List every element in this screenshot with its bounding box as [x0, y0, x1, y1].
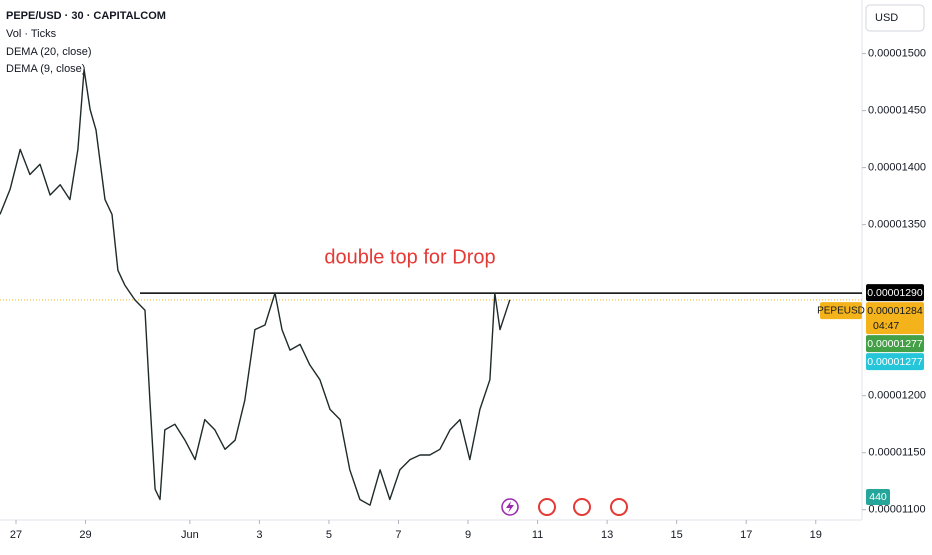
x-tick-label: 13	[601, 529, 613, 541]
countdown: 04:47	[873, 320, 899, 332]
volume-label: 440	[869, 491, 887, 503]
y-tick-label: 0.00001450	[868, 105, 926, 117]
indicator: DEMA (20, close)	[6, 46, 92, 58]
event-icon[interactable]	[610, 498, 628, 516]
indicator: Vol · Ticks	[6, 28, 57, 40]
indicator: DEMA (9, close)	[6, 63, 85, 75]
price-label: 0.00001277	[867, 338, 923, 350]
price-label-box	[866, 353, 924, 371]
price-line	[0, 68, 511, 506]
event-icons	[501, 498, 628, 516]
x-tick-label: 15	[671, 529, 683, 541]
price-label-box	[866, 284, 924, 302]
x-tick-label: 3	[256, 529, 262, 541]
y-tick-label: 0.00001100	[868, 504, 925, 516]
volume-label-box	[866, 489, 890, 505]
x-tick-label: 11	[532, 529, 543, 541]
x-tick-label: 29	[79, 529, 91, 541]
y-tick-label: 0.00001500	[868, 48, 926, 60]
y-tick-label: 0.00001150	[868, 447, 925, 459]
x-tick-label: 5	[326, 529, 332, 541]
event-icon[interactable]	[573, 498, 591, 516]
x-tick-label: 27	[10, 529, 22, 541]
price-label: 0.00001284	[867, 305, 923, 317]
x-tick-label: 17	[740, 529, 752, 541]
y-tick-label: 0.00001350	[868, 219, 926, 231]
y-tick-label: 0.00001400	[868, 162, 926, 174]
currency-button[interactable]	[865, 4, 925, 32]
symbol-tag-box	[820, 302, 862, 320]
x-tick-label: Jun	[181, 529, 199, 541]
event-icon[interactable]	[538, 498, 556, 516]
event-icon-glyph	[506, 501, 514, 513]
price-label: 0.00001290	[867, 287, 923, 299]
y-tick-label: 0.00001200	[868, 390, 926, 402]
price-label-box	[866, 335, 924, 353]
price-label-box	[866, 302, 924, 335]
currency[interactable]: USD	[875, 12, 898, 24]
x-tick-label: 19	[810, 529, 822, 541]
symbol-tag: PEPEUSD	[817, 306, 865, 317]
price-label: 0.00001277	[867, 356, 923, 368]
annotation: double top for Drop	[324, 246, 495, 268]
x-tick-label: 7	[395, 529, 401, 541]
chart-title: PEPE/USD · 30 · CAPITALCOM	[6, 10, 166, 22]
x-tick-label: 9	[465, 529, 471, 541]
